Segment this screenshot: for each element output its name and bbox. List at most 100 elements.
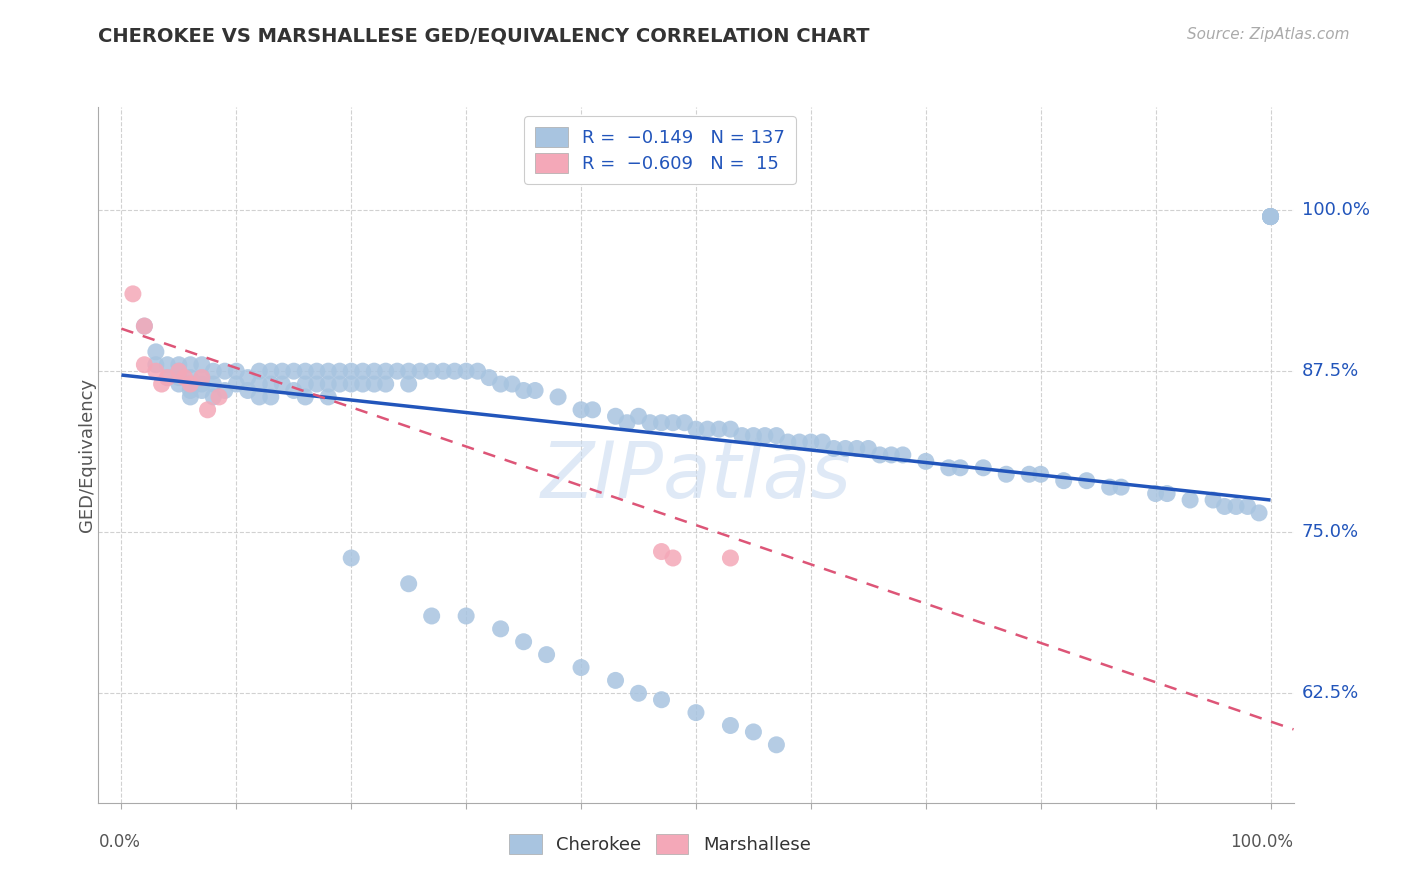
Point <box>167 377 190 392</box>
Point <box>374 377 396 392</box>
Text: CHEROKEE VS MARSHALLESE GED/EQUIVALENCY CORRELATION CHART: CHEROKEE VS MARSHALLESE GED/EQUIVALENCY … <box>98 27 870 45</box>
Point <box>742 725 765 739</box>
Point <box>685 422 707 436</box>
Point <box>409 364 432 378</box>
Point <box>891 448 914 462</box>
Point <box>650 692 672 706</box>
Point <box>662 416 685 430</box>
Point <box>627 686 650 700</box>
Text: 75.0%: 75.0% <box>1302 524 1360 541</box>
Point <box>1260 210 1282 224</box>
Point <box>536 648 558 662</box>
Point <box>202 377 225 392</box>
Text: ZIPatlas: ZIPatlas <box>540 438 852 514</box>
Point <box>811 435 834 450</box>
Point <box>673 416 696 430</box>
Point <box>489 622 512 636</box>
Point <box>398 377 420 392</box>
Point <box>134 319 156 334</box>
Text: Source: ZipAtlas.com: Source: ZipAtlas.com <box>1187 27 1350 42</box>
Point <box>316 364 339 378</box>
Point <box>179 377 201 392</box>
Point <box>214 364 236 378</box>
Point <box>294 377 316 392</box>
Point <box>1109 480 1132 494</box>
Point <box>316 377 339 392</box>
Point <box>754 428 776 442</box>
Point <box>512 384 534 398</box>
Point <box>167 364 190 378</box>
Point <box>605 673 627 688</box>
Point <box>316 390 339 404</box>
Point <box>478 370 501 384</box>
Point <box>800 435 823 450</box>
Point <box>685 706 707 720</box>
Point <box>122 286 145 301</box>
Point <box>581 402 603 417</box>
Point <box>247 364 270 378</box>
Point <box>569 660 592 674</box>
Point <box>456 364 478 378</box>
Point <box>202 364 225 378</box>
Point <box>329 377 352 392</box>
Point <box>340 377 363 392</box>
Point <box>616 416 638 430</box>
Point <box>512 634 534 648</box>
Point <box>236 370 259 384</box>
Point <box>869 448 891 462</box>
Point <box>191 384 214 398</box>
Point <box>247 390 270 404</box>
Point <box>720 422 742 436</box>
Point <box>742 428 765 442</box>
Point <box>650 544 672 558</box>
Point <box>995 467 1018 482</box>
Point <box>225 377 247 392</box>
Point <box>352 377 374 392</box>
Point <box>650 416 672 430</box>
Text: 62.5%: 62.5% <box>1302 684 1360 702</box>
Point <box>731 428 754 442</box>
Point <box>720 551 742 566</box>
Point <box>374 364 396 378</box>
Point <box>467 364 489 378</box>
Point <box>156 370 179 384</box>
Text: 87.5%: 87.5% <box>1302 362 1360 380</box>
Point <box>305 377 328 392</box>
Point <box>605 409 627 424</box>
Point <box>765 738 787 752</box>
Point <box>208 390 231 404</box>
Point <box>134 319 156 334</box>
Point <box>1076 474 1098 488</box>
Point <box>1202 493 1225 508</box>
Point <box>225 364 247 378</box>
Point <box>501 377 523 392</box>
Legend: Cherokee, Marshallese: Cherokee, Marshallese <box>501 825 820 863</box>
Point <box>283 364 305 378</box>
Point <box>179 358 201 372</box>
Point <box>432 364 454 378</box>
Point <box>1213 500 1236 514</box>
Point <box>236 384 259 398</box>
Point <box>329 364 352 378</box>
Point <box>191 358 214 372</box>
Point <box>1053 474 1076 488</box>
Point <box>845 442 868 456</box>
Point <box>191 370 214 384</box>
Point <box>260 390 283 404</box>
Point <box>1247 506 1270 520</box>
Point <box>524 384 547 398</box>
Point <box>179 370 201 384</box>
Y-axis label: GED/Equivalency: GED/Equivalency <box>79 378 96 532</box>
Point <box>972 460 994 475</box>
Point <box>398 364 420 378</box>
Point <box>167 370 190 384</box>
Point <box>765 428 787 442</box>
Point <box>638 416 661 430</box>
Point <box>271 377 294 392</box>
Text: 100.0%: 100.0% <box>1302 201 1369 219</box>
Point <box>167 364 190 378</box>
Point <box>938 460 960 475</box>
Point <box>547 390 569 404</box>
Point <box>191 377 214 392</box>
Point <box>949 460 972 475</box>
